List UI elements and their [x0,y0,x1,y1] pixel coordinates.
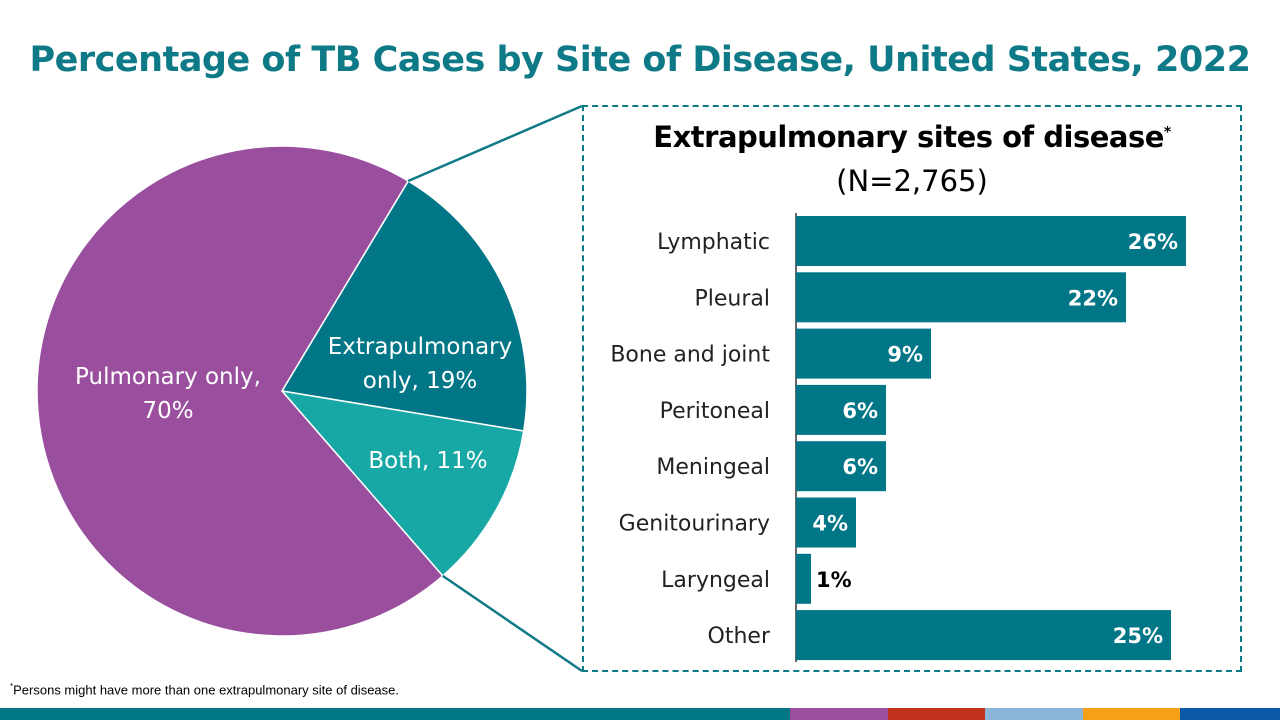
footnote-marker: * [1163,124,1171,141]
footer-bar-segment [790,708,888,720]
footer-bar-segment [985,708,1083,720]
data-label: 4% [812,512,848,536]
footer-bar-segment [888,708,985,720]
pie-slice-label: Both, 11% [368,448,487,474]
category-label: Pleural [695,286,771,311]
bar [796,553,811,604]
bar-chart-title-text: Extrapulmonary sites of disease [653,120,1164,154]
pie-slice [280,389,525,577]
footer-bar-segment [0,708,790,720]
bar [796,441,886,492]
inset-box [582,105,1242,672]
chart-title: Percentage of TB Cases by Site of Diseas… [29,40,1251,80]
pie-label-line: Pulmonary only, [75,364,261,390]
connector-line [407,104,583,183]
bar [796,328,931,379]
data-label: 6% [842,399,878,423]
pie-label-line: 70% [142,398,193,424]
footer-bar-segment [1083,708,1180,720]
bar [796,384,886,435]
bar [796,272,1126,323]
footnote-marker: * [10,682,14,691]
category-label: Bone and joint [610,343,770,368]
pie-label-line: Extrapulmonary [328,334,513,360]
data-label: 1% [816,568,852,592]
bar-chart-subtitle: (N=2,765) [836,164,988,198]
pie-slice-label: Extrapulmonary only, 19% [328,334,513,394]
data-label: 6% [842,455,878,479]
pie-slice [36,145,444,637]
category-label: Genitourinary [619,512,770,537]
bar-chart-title: Extrapulmonary sites of disease* [582,120,1242,154]
connector-line [442,574,583,673]
bar [796,610,1171,661]
footer-bar-segment [1180,708,1280,720]
pie-slice [280,179,528,432]
bar [796,497,856,548]
data-label: 22% [1068,286,1118,310]
category-label: Laryngeal [661,568,770,593]
footnote-text: Persons might have more than one extrapu… [13,682,399,698]
category-label: Lymphatic [657,230,770,255]
data-label: 26% [1128,230,1178,254]
category-label: Meningeal [656,455,770,480]
category-label: Other [708,624,771,649]
pie-label-line: Both, 11% [368,448,487,474]
pie-slice-label: Pulmonary only, 70% [75,364,261,424]
footnote: *Persons might have more than one extrap… [10,682,399,697]
data-label: 25% [1113,624,1163,648]
bar [796,216,1186,266]
pie-label-line: only, 19% [363,368,477,394]
data-label: 9% [887,343,923,367]
category-label: Peritoneal [660,399,770,424]
